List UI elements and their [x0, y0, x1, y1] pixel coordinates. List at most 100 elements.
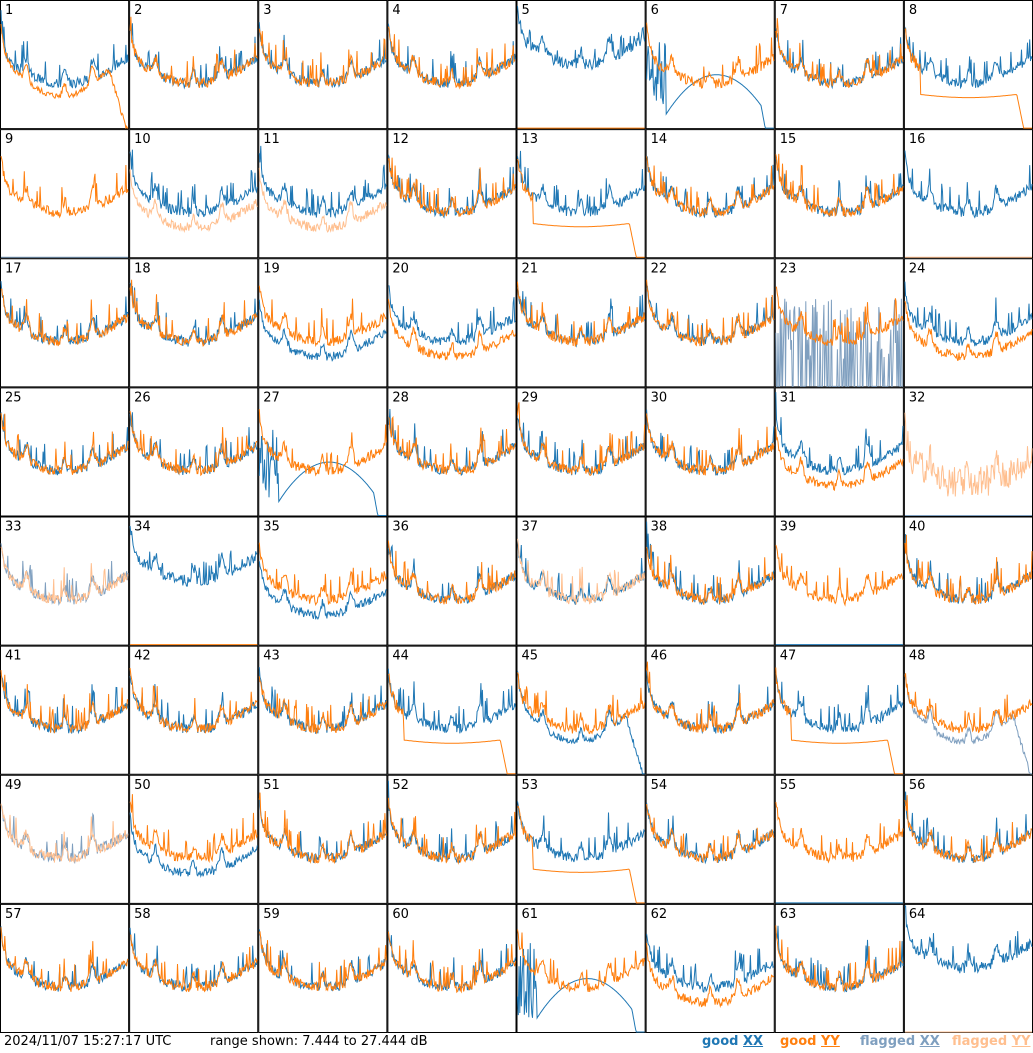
yy-series-line [0, 23, 129, 130]
panel-label: 41 [5, 649, 22, 664]
xx-series-line [258, 299, 387, 362]
antenna-panel: 1 [0, 0, 130, 130]
xx-series-line [258, 429, 387, 516]
yy-series-line [646, 803, 775, 864]
panel-label: 52 [392, 778, 409, 793]
yy-series-line [646, 279, 775, 347]
panel-frame [903, 0, 1033, 130]
xx-series-line [646, 802, 775, 865]
legend-flagged-yy: flagged YY [952, 1034, 1031, 1049]
yy-series-line [0, 927, 129, 992]
antenna-panel: 29 [516, 387, 646, 517]
panel-label: 1 [5, 3, 13, 18]
panel-frame [0, 0, 130, 130]
antenna-panel: 62 [645, 903, 775, 1033]
antenna-panel: 10 [129, 129, 259, 259]
antenna-panel: 11 [258, 129, 388, 259]
xx-series-line [517, 801, 646, 863]
panel-frame [645, 645, 775, 775]
panel-frame [258, 258, 388, 388]
yy-series-line [129, 169, 258, 234]
panel-label: 46 [651, 649, 668, 664]
panel-frame [774, 645, 904, 775]
yy-series-line [388, 415, 516, 475]
panel-label: 47 [780, 649, 797, 664]
yy-series-line [904, 673, 1033, 734]
xx-series-line [775, 392, 904, 476]
xx-series-line [904, 905, 1033, 974]
yy-series-line [775, 801, 904, 864]
xx-series-line [904, 281, 1033, 347]
yy-series-line [646, 661, 775, 734]
panel-frame [129, 774, 259, 904]
yy-series-line [129, 411, 258, 477]
yy-series-line [387, 540, 516, 605]
yy-series-line [646, 156, 775, 217]
yy-series-line [904, 412, 1033, 497]
panel-label: 9 [5, 132, 13, 147]
panel-label: 51 [263, 778, 280, 793]
xx-series-line [129, 149, 258, 218]
panel-label: 33 [5, 520, 22, 535]
xx-series-line [517, 5, 646, 71]
panel-label: 8 [909, 3, 917, 18]
yy-series-line [258, 28, 387, 88]
antenna-panel: 48 [903, 645, 1033, 775]
panel-label: 48 [909, 649, 926, 664]
yy-series-line [0, 546, 129, 605]
yy-series-line [775, 286, 904, 346]
yy-series-line [0, 288, 129, 347]
antenna-panel: 59 [258, 903, 388, 1033]
panel-frame [258, 0, 388, 130]
panel-label: 55 [780, 778, 797, 793]
xx-series-line [0, 10, 129, 89]
yy-series-line [0, 413, 129, 475]
panel-frame [387, 903, 517, 1033]
yy-series-line [387, 797, 516, 865]
panel-label: 18 [134, 261, 151, 276]
panel-frame [774, 0, 904, 130]
yy-series-line [517, 672, 646, 735]
yy-series-line [258, 409, 387, 477]
panel-label: 13 [522, 132, 539, 147]
yy-series-line [258, 676, 387, 735]
panel-label: 7 [780, 3, 788, 18]
panel-label: 28 [392, 390, 409, 405]
yy-series-line [0, 670, 129, 734]
xx-series-line [775, 673, 904, 735]
panel-label: 23 [780, 261, 797, 276]
panel-label: 2 [134, 3, 142, 18]
antenna-panel: 44 [387, 645, 517, 775]
panel-frame [903, 645, 1033, 775]
yy-series-line [517, 538, 646, 605]
panel-label: 3 [263, 3, 271, 18]
yy-series-line [129, 934, 258, 993]
antenna-panel: 26 [129, 387, 259, 517]
legend-good-yy: good YY [780, 1034, 840, 1049]
panel-label: 39 [780, 520, 797, 535]
antenna-panel: 41 [0, 645, 130, 775]
xx-series-line [388, 285, 516, 346]
panel-label: 14 [651, 132, 668, 147]
panel-frame [516, 774, 646, 904]
panel-label: 63 [780, 907, 797, 922]
antenna-panel: 63 [774, 903, 904, 1033]
panel-label: 62 [651, 907, 668, 922]
antenna-panel: 23 [774, 258, 904, 388]
antenna-panel: 2 [129, 0, 259, 130]
xx-series-line [129, 412, 258, 476]
panel-label: 34 [134, 520, 151, 535]
yy-series-line [517, 929, 646, 993]
panel-label: 42 [134, 649, 151, 664]
panel-label: 61 [522, 907, 539, 922]
yy-series-line [387, 299, 516, 361]
xx-series-line [904, 673, 1032, 775]
yy-series-line [0, 155, 129, 219]
yy-series-line [904, 27, 1032, 129]
timestamp: 2024/11/07 15:27:17 UTC [4, 1034, 172, 1049]
panel-frame [903, 516, 1033, 646]
panel-label: 38 [651, 520, 668, 535]
yy-series-line [258, 285, 387, 348]
panel-label: 32 [909, 390, 926, 405]
antenna-panel: 5 [516, 0, 646, 130]
